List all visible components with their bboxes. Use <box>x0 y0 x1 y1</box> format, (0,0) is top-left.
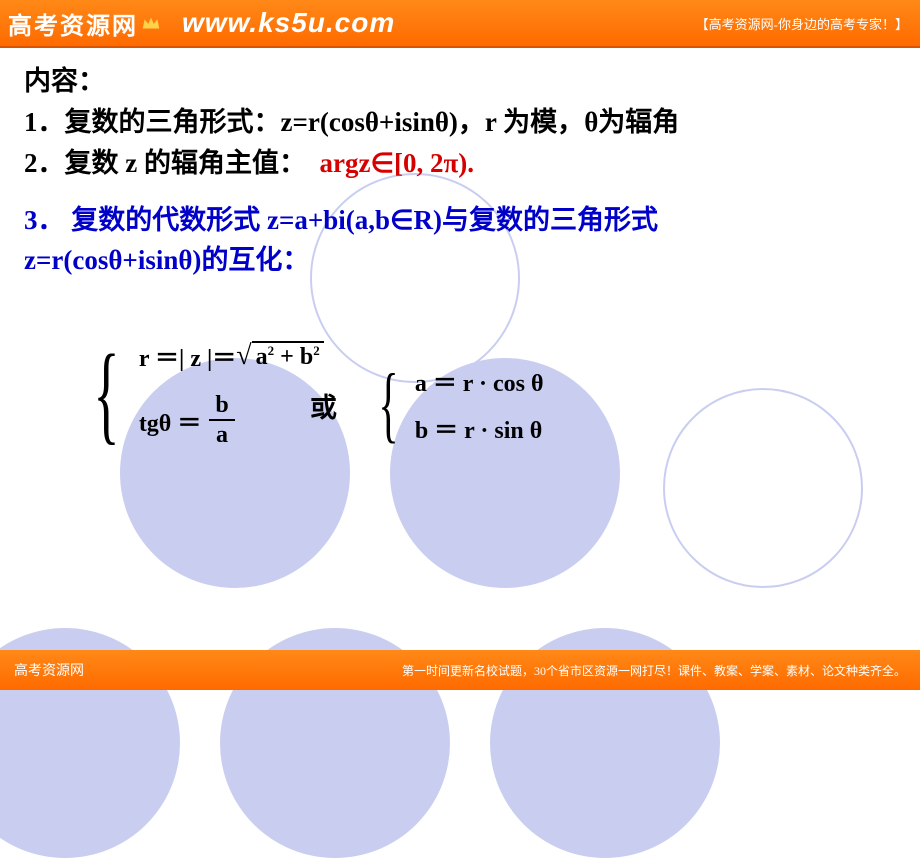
left-brace-icon: { <box>378 370 398 438</box>
equation-b: b ＝ r · sin θ <box>415 410 544 445</box>
logo: 高考资源网 <box>0 6 162 41</box>
item1-formula: z=r(cosθ+isinθ) <box>281 107 458 137</box>
text-content: 内容： 1．复数的三角形式：z=r(cosθ+isinθ)，r 为模，θ为辐角 … <box>0 48 920 280</box>
item1-suffix-b: θ为辐角 <box>584 107 679 137</box>
eq1-radicand: a2 + b2 <box>252 341 324 371</box>
eq2-denominator: a <box>216 421 228 447</box>
formula-group-2: { a ＝ r · cos θ b ＝ r · sin θ <box>368 363 544 445</box>
or-separator: 或 <box>310 386 337 425</box>
header-url: www.ks5u.com <box>182 7 395 39</box>
item2-formula: argz∈[0, 2π). <box>319 148 474 178</box>
equation-set-1: r ＝| z |＝ √a2 + b2 tgθ ＝ b a <box>139 338 324 447</box>
item1-suffix-a: ，r 为模， <box>458 107 584 137</box>
item-1: 1．复数的三角形式：z=r(cosθ+isinθ)，r 为模，θ为辐角 <box>24 103 900 142</box>
footer-bar: 高考资源网 第一时间更新名校试题，30个省市区资源一网打尽！课件、教案、学案、素… <box>0 650 920 690</box>
item3-formula2: z=r(cosθ+isinθ) <box>24 245 201 275</box>
logo-text: 高考资源网 <box>8 6 138 41</box>
fraction: b a <box>209 393 234 447</box>
left-brace-icon: { <box>93 349 119 437</box>
footer-logo-text: 高考资源网 <box>14 660 84 680</box>
slide-content: 内容： 1．复数的三角形式：z=r(cosθ+isinθ)，r 为模，θ为辐角 … <box>0 48 920 650</box>
formula-group-1: { r ＝| z |＝ √a2 + b2 tgθ ＝ b a <box>80 338 324 447</box>
item3-mid: 与复数的三角形式 <box>442 205 658 235</box>
eq2-lhs: tgθ ＝ <box>139 403 202 438</box>
equation-a: a ＝ r · cos θ <box>415 363 544 398</box>
item3-formula1: z=a+bi(a,b∈R) <box>267 205 442 235</box>
eq1-lhs: r ＝| z |＝ <box>139 338 236 373</box>
crown-icon <box>140 12 162 34</box>
decorative-circle <box>663 388 863 588</box>
sqrt-icon: √ <box>236 340 251 372</box>
equation-tangent: tgθ ＝ b a <box>139 393 324 447</box>
header-tagline: 【高考资源网-你身边的高考专家！】 <box>696 14 908 33</box>
item-3: 3． 复数的代数形式 z=a+bi(a,b∈R)与复数的三角形式 z=r(cos… <box>24 201 900 279</box>
item3-prefix: 3． 复数的代数形式 <box>24 205 260 235</box>
equation-modulus: r ＝| z |＝ √a2 + b2 <box>139 338 324 373</box>
item-2: 2．复数 z 的辐角主值： argz∈[0, 2π). <box>24 144 900 183</box>
item3-suffix: 的互化： <box>201 245 309 275</box>
eq2-numerator: b <box>209 393 234 421</box>
equation-set-2: a ＝ r · cos θ b ＝ r · sin θ <box>415 363 544 445</box>
item2-prefix: 2．复数 z 的辐角主值： <box>24 148 306 178</box>
footer-tagline: 第一时间更新名校试题，30个省市区资源一网打尽！课件、教案、学案、素材、论文种类… <box>402 662 906 679</box>
item1-prefix: 1．复数的三角形式： <box>24 107 281 137</box>
heading: 内容： <box>24 62 900 101</box>
header-bar: 高考资源网 www.ks5u.com 【高考资源网-你身边的高考专家！】 <box>0 0 920 48</box>
